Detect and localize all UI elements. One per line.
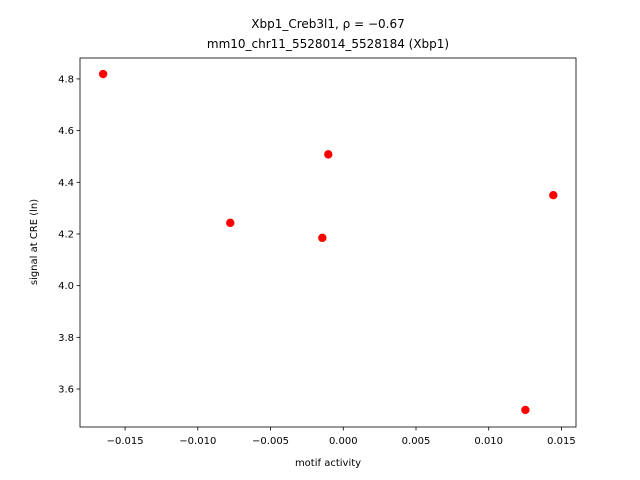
x-tick-label: −0.015 <box>107 436 144 447</box>
plot-frame <box>79 57 577 428</box>
chart-subtitle: mm10_chr11_5528014_5528184 (Xbp1) <box>207 37 449 51</box>
y-tick-label: 4.0 <box>58 281 74 292</box>
x-tick-label: 0.015 <box>547 436 576 447</box>
scatter-point <box>549 191 558 200</box>
chart-title: Xbp1_Creb3l1, ρ = −0.67 <box>251 17 404 31</box>
y-tick-label: 4.6 <box>58 126 74 137</box>
x-tick-label: 0.005 <box>402 436 431 447</box>
scatter-point <box>521 405 530 415</box>
scatter-point <box>318 233 327 243</box>
y-tick-label: 4.4 <box>58 178 74 189</box>
x-tick-label: 0.010 <box>474 436 503 447</box>
scatter-point <box>324 150 333 159</box>
y-tick-label: 3.6 <box>58 385 74 396</box>
x-tick-label: −0.010 <box>179 436 216 447</box>
x-axis-label: motif activity <box>295 458 361 469</box>
scatter-point <box>98 69 108 79</box>
y-axis-label: signal at CRE (ln) <box>29 199 40 285</box>
y-tick-label: 4.8 <box>58 74 74 85</box>
x-tick-label: −0.005 <box>252 436 289 447</box>
x-tick-label: 0.000 <box>329 436 358 447</box>
y-tick-label: 4.2 <box>58 229 74 240</box>
scatter-point <box>226 218 235 228</box>
y-tick-label: 3.8 <box>58 333 74 344</box>
